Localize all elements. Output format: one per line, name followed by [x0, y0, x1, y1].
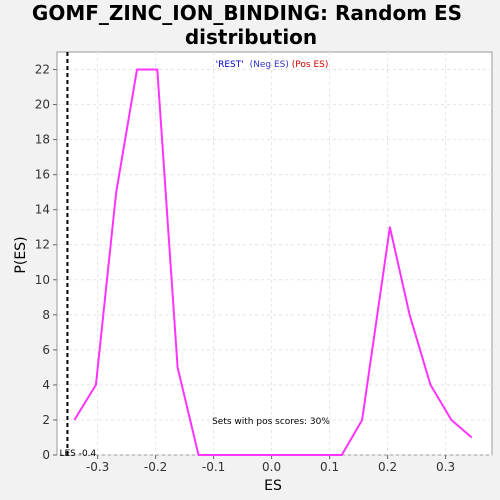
y-tick-label: 2 — [42, 413, 50, 427]
y-tick-label: 12 — [35, 238, 50, 252]
y-tick-label: 22 — [35, 63, 50, 77]
y-tick-label: 6 — [42, 343, 50, 357]
x-axis-title: ES — [264, 478, 282, 494]
y-axis-title: P(ES) — [13, 236, 29, 273]
y-tick-label: 0 — [42, 448, 50, 462]
x-tick-label: 0.3 — [436, 460, 455, 474]
es-marker-group: LES -0.4 — [59, 52, 97, 459]
legend-neg-label: (Neg ES) — [250, 60, 289, 70]
pos-scores-annotation: Sets with pos scores: 30% — [212, 417, 330, 427]
x-axis: -0.3 -0.2 -0.1 0.0 0.1 0.2 0.3 — [86, 455, 455, 474]
x-tick-label: 0.0 — [262, 460, 281, 474]
y-tick-label: 18 — [35, 133, 50, 147]
chart-title-line2: distribution — [185, 25, 317, 49]
x-tick-label: 0.2 — [378, 460, 397, 474]
x-tick-label: -0.2 — [144, 460, 167, 474]
x-tick-label: -0.1 — [202, 460, 225, 474]
series-group — [73, 68, 473, 456]
x-tick-label: 0.1 — [320, 460, 339, 474]
legend-rest-label: 'REST' — [216, 60, 244, 70]
legend-pos-label: (Pos ES) — [292, 60, 329, 70]
grid — [57, 52, 492, 456]
chart-title-line1: GOMF_ZINC_ION_BINDING: Random ES — [32, 1, 462, 25]
x-tick-label: -0.3 — [86, 460, 109, 474]
y-tick-label: 8 — [42, 308, 50, 322]
y-tick-label: 10 — [35, 273, 50, 287]
y-axis: 0 2 4 6 8 10 12 14 16 18 20 22 — [35, 63, 57, 462]
legend: 'REST' (Neg ES) (Pos ES) — [216, 60, 329, 70]
y-tick-label: 4 — [42, 378, 50, 392]
es-marker-label: LES -0.4 — [59, 449, 96, 459]
plot-area — [56, 51, 493, 456]
y-tick-label: 20 — [35, 98, 50, 112]
y-tick-label: 14 — [35, 203, 50, 217]
distribution-line — [73, 68, 473, 456]
y-tick-label: 16 — [35, 168, 50, 182]
